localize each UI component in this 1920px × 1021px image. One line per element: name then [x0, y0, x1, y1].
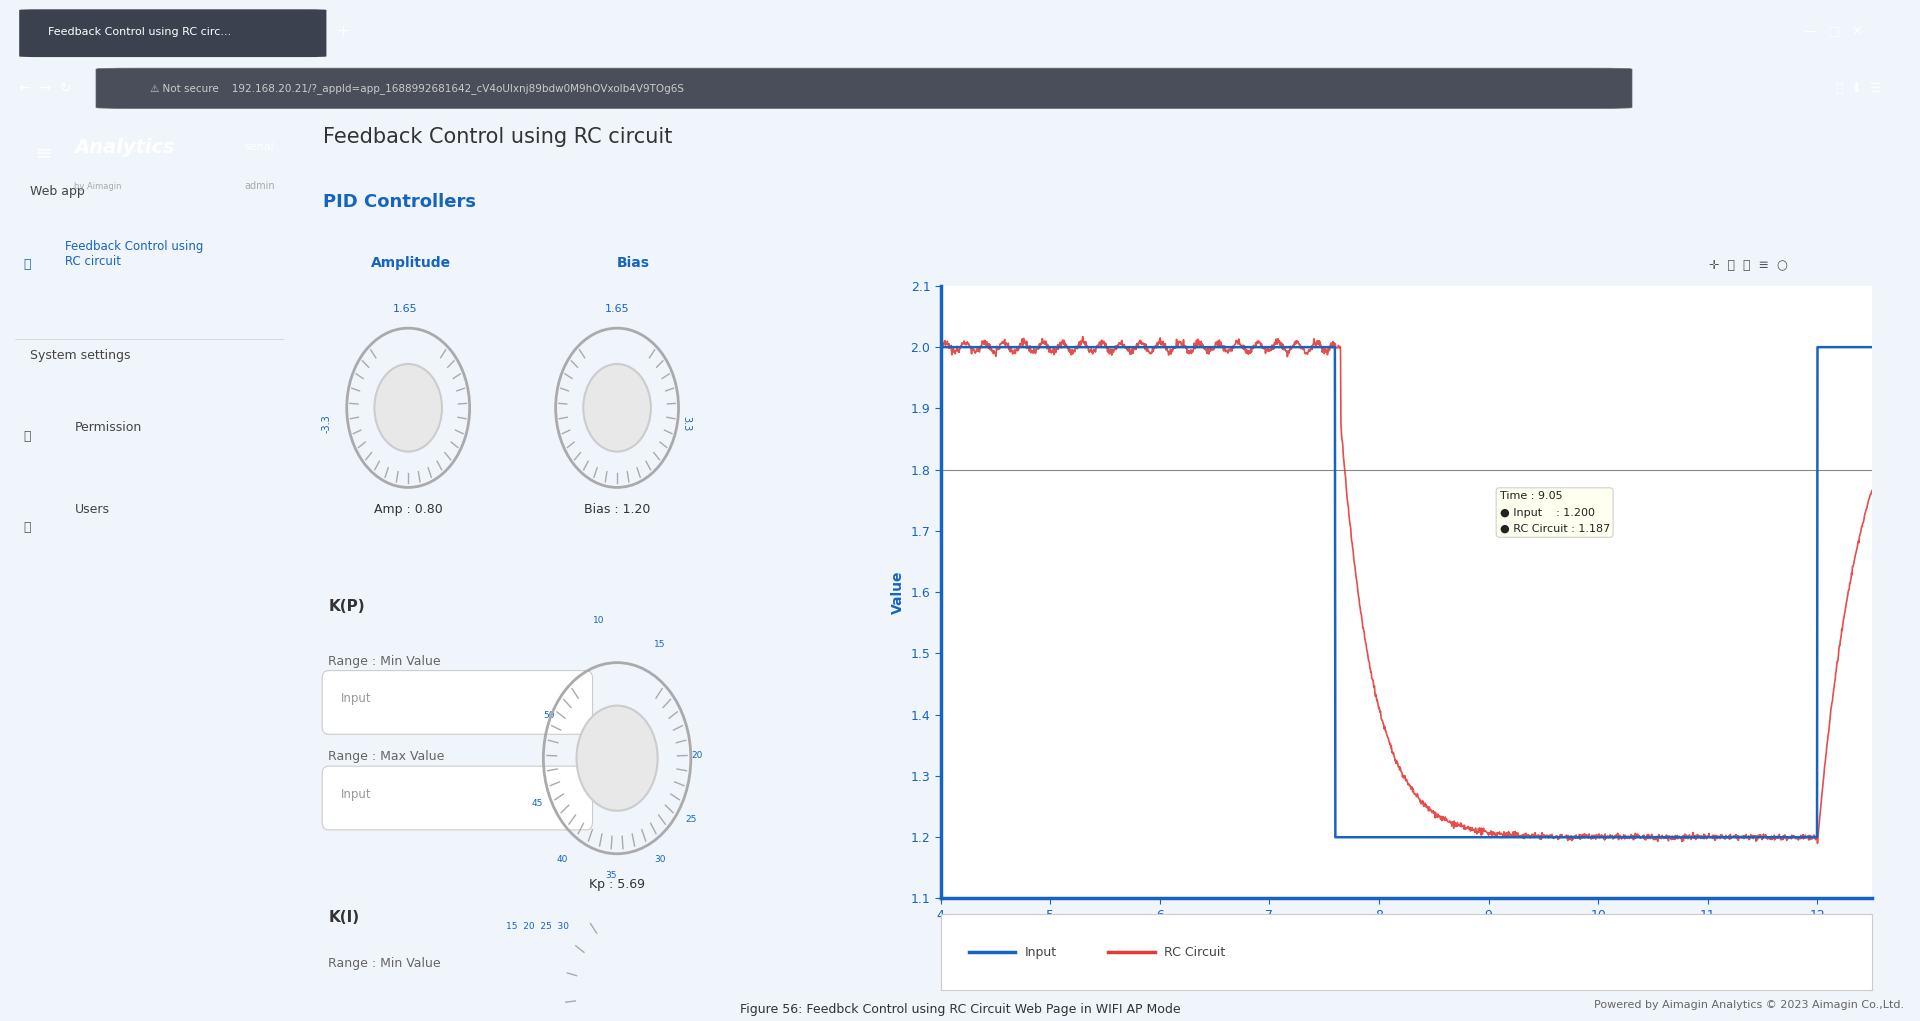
Text: 40: 40 — [557, 855, 568, 864]
Text: Bias : 1.20: Bias : 1.20 — [584, 503, 651, 517]
Input — [1357, 831, 1380, 843]
Text: Input: Input — [340, 692, 371, 704]
RC Circuit — [1860, 485, 1884, 497]
FancyBboxPatch shape — [96, 68, 1632, 108]
Text: K(I): K(I) — [328, 910, 359, 924]
Text: Feedback Control using RC circ...: Feedback Control using RC circ... — [48, 27, 230, 37]
Input — [1834, 341, 1857, 353]
Text: 👥: 👥 — [23, 521, 31, 534]
RC Circuit — [1834, 600, 1857, 613]
Text: -3.3: -3.3 — [321, 415, 332, 433]
Circle shape — [374, 364, 442, 451]
Text: Amplitude: Amplitude — [371, 256, 451, 271]
Text: 30: 30 — [655, 855, 666, 864]
Text: Range : Min Value: Range : Min Value — [328, 958, 442, 970]
Text: Kp : 5.69: Kp : 5.69 — [589, 878, 645, 890]
Text: K(P): K(P) — [328, 599, 365, 614]
FancyBboxPatch shape — [19, 9, 326, 57]
Line: RC Circuit: RC Circuit — [941, 337, 1872, 843]
Text: admin: admin — [244, 182, 275, 191]
Text: ≡: ≡ — [36, 143, 52, 162]
RC Circuit — [1357, 657, 1380, 669]
Text: 15: 15 — [655, 640, 666, 648]
Text: Amp : 0.80: Amp : 0.80 — [374, 503, 444, 517]
RC Circuit — [977, 341, 1000, 353]
Input — [1382, 831, 1405, 843]
Text: 15  20  25  30: 15 20 25 30 — [507, 922, 570, 931]
Input — [977, 341, 1000, 353]
Circle shape — [584, 364, 651, 451]
FancyBboxPatch shape — [323, 671, 593, 734]
Text: Figure 56: Feedbck Control using RC Circuit Web Page in WIFI AP Mode: Figure 56: Feedbck Control using RC Circ… — [739, 1003, 1181, 1016]
Text: ✛  🔍  🔍  ≡  ○: ✛ 🔍 🔍 ≡ ○ — [1709, 259, 1788, 272]
Input — [1834, 341, 1857, 353]
Text: Users: Users — [75, 503, 109, 516]
RC Circuit — [1663, 831, 1686, 843]
Text: Feedback Control using
RC circuit: Feedback Control using RC circuit — [65, 240, 204, 268]
Circle shape — [576, 706, 659, 811]
RC Circuit — [1834, 602, 1857, 615]
Text: Time : 9.05
● Input    : 1.200
● RC Circuit : 1.187: Time : 9.05 ● Input : 1.200 ● RC Circuit… — [1500, 491, 1609, 534]
Input — [1663, 831, 1686, 843]
Text: 20: 20 — [691, 751, 703, 761]
Text: 1.65: 1.65 — [605, 304, 630, 313]
Text: Permission: Permission — [75, 422, 142, 434]
RC Circuit — [1382, 750, 1405, 763]
Text: 50: 50 — [543, 712, 555, 721]
Text: ⚠ Not secure    192.168.20.21/?_appId=app_1688992681642_cV4oUlxnj89bdw0M9hOVxolb: ⚠ Not secure 192.168.20.21/?_appId=app_1… — [150, 83, 684, 94]
RC Circuit — [1807, 837, 1830, 849]
FancyBboxPatch shape — [323, 766, 593, 830]
Line: Input: Input — [941, 347, 1872, 837]
Text: RC Circuit: RC Circuit — [1164, 945, 1225, 959]
RC Circuit — [929, 342, 952, 354]
Text: ⭐  ⬇  ☰: ⭐ ⬇ ☰ — [1836, 82, 1882, 95]
Y-axis label: Value: Value — [891, 571, 904, 614]
Text: +: + — [336, 25, 349, 40]
Text: —   □   ✕: — □ ✕ — [1803, 26, 1862, 39]
Text: Input: Input — [1025, 945, 1056, 959]
Text: 1.65: 1.65 — [394, 304, 417, 313]
Text: senal: senal — [244, 142, 275, 152]
Input — [1860, 341, 1884, 353]
Text: 🔒: 🔒 — [23, 431, 31, 443]
Text: Input: Input — [340, 787, 371, 800]
RC Circuit — [1071, 331, 1094, 343]
Text: 10: 10 — [593, 616, 605, 625]
Text: 🖥: 🖥 — [23, 257, 31, 271]
Text: PID Controllers: PID Controllers — [323, 193, 476, 210]
Text: Analytics: Analytics — [75, 138, 175, 156]
Input — [1325, 831, 1348, 843]
Text: Powered by Aimagin Analytics © 2023 Aimagin Co.,Ltd.: Powered by Aimagin Analytics © 2023 Aima… — [1594, 1000, 1905, 1010]
Text: 3.3: 3.3 — [682, 417, 691, 431]
Text: by Aimagin: by Aimagin — [75, 182, 121, 191]
Input — [929, 341, 952, 353]
Text: 25: 25 — [685, 815, 697, 824]
X-axis label: Time(s): Time(s) — [1377, 927, 1436, 941]
Text: Feedback Control using RC circuit: Feedback Control using RC circuit — [323, 127, 672, 147]
Text: 45: 45 — [532, 799, 543, 808]
Text: Web app: Web app — [31, 185, 84, 198]
Text: 35: 35 — [605, 871, 616, 880]
Text: Range : Min Value: Range : Min Value — [328, 654, 442, 668]
Text: Range : Max Value: Range : Max Value — [328, 750, 445, 764]
Text: Bias: Bias — [616, 256, 651, 271]
Text: ←  →  ↻: ← → ↻ — [19, 82, 71, 95]
Text: System settings: System settings — [31, 348, 131, 361]
